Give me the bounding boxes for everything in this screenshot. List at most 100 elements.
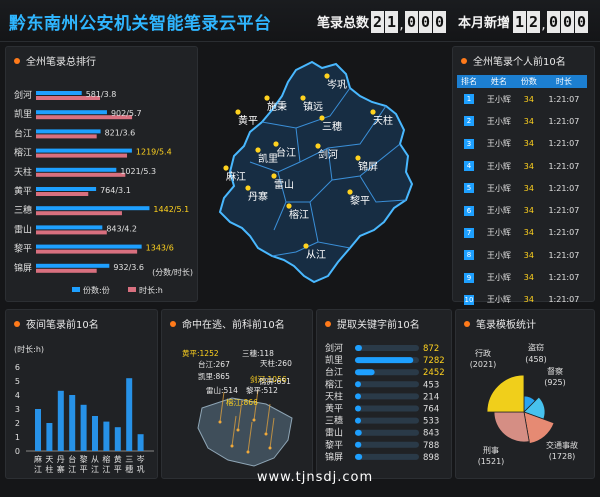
top10-table: 排名 姓名 份数 时长 1 王小辉 34 1:21:07 2 王小辉 34 1:21:07 3 王… — [457, 75, 587, 311]
table-row[interactable]: 9 王小辉 34 1:21:07 — [457, 266, 587, 288]
keyword-bar-fill — [355, 429, 362, 436]
total-records-counter: 2 1 , 0 0 0 — [371, 11, 446, 33]
monthly-new-counter: 1 2 , 0 0 0 — [513, 11, 588, 33]
bar-value-label: 1219/5.4 — [136, 148, 172, 157]
template-name-label: 交通事故 — [546, 440, 578, 450]
time-bar — [36, 268, 97, 273]
table-row[interactable]: 4 王小辉 34 1:21:07 — [457, 155, 587, 177]
table-row[interactable]: 5 王小辉 34 1:21:07 — [457, 177, 587, 199]
hit-label: 黄平:1252 — [182, 348, 219, 358]
night-bar — [114, 427, 121, 451]
keyword-value: 453 — [423, 380, 439, 390]
hit-label: 天柱:260 — [260, 358, 292, 368]
count-bar — [36, 110, 107, 115]
comma-separator: , — [541, 17, 546, 33]
keywords-panel: 提取关键字前10名 剑河 872 凯里 7282 台江 2452 榕江 453 天柱 214 黄平 7… — [316, 309, 452, 479]
panel-title-text: 笔录模板统计 — [476, 320, 536, 331]
name-cell: 王小辉 — [486, 94, 511, 104]
keyword-bar-fill — [355, 345, 362, 351]
keyword-county-label: 凯里 — [325, 354, 343, 366]
count-cell: 34 — [523, 139, 534, 149]
keyword-county-label: 雷山 — [325, 428, 343, 439]
keyword-value: 533 — [423, 417, 439, 427]
x-tick-label: 三 — [125, 455, 133, 464]
hit-label: 台江:267 — [198, 359, 230, 369]
county-map-label: 锦屏 — [358, 160, 378, 173]
time-cell: 1:21:07 — [548, 94, 580, 104]
table-row[interactable]: 10 王小辉 34 1:21:07 — [457, 289, 587, 311]
time-cell: 1:21:07 — [548, 116, 580, 126]
x-tick-label: 江 — [102, 465, 110, 474]
county-name-label: 黄平 — [14, 185, 32, 197]
table-row[interactable]: 8 王小辉 34 1:21:07 — [457, 244, 587, 266]
hit-label: 黎平:512 — [246, 385, 278, 395]
bar-value-label: 932/3.6 — [113, 263, 144, 272]
count-cell: 34 — [523, 94, 534, 104]
bullet-icon — [170, 320, 176, 327]
county-rank-chart: 剑河 581/3.8 凯里 902/5.7 台江 821/3.6 榕江 1219/5.4 天柱 1… — [14, 89, 193, 295]
hit-link-line — [231, 415, 237, 447]
panel-title-text: 全州笔录个人前10名 — [473, 57, 566, 68]
page-title: 黔东南州公安机关智能笔录云平台 — [9, 14, 272, 34]
template-value-label: (1521) — [478, 457, 505, 466]
rank-cell: 4 — [457, 155, 481, 177]
keyword-county-label: 剑河 — [325, 342, 343, 354]
table-row[interactable]: 6 王小辉 34 1:21:07 — [457, 199, 587, 221]
x-tick-label: 江 — [34, 465, 42, 474]
hit-label: 三穗:118 — [242, 348, 274, 358]
county-map-label: 凯里 — [258, 152, 278, 165]
table-row[interactable]: 7 王小辉 34 1:21:07 — [457, 222, 587, 244]
keyword-value: 898 — [423, 453, 439, 463]
y-tick-label: 2 — [15, 419, 20, 428]
y-tick-label: 0 — [15, 447, 20, 456]
time-cell: 1:21:07 — [548, 228, 580, 238]
count-bar — [36, 167, 117, 172]
table-row[interactable]: 3 王小辉 34 1:21:07 — [457, 133, 587, 155]
panel-title-text: 命中在逃、前科前10名 — [182, 320, 285, 331]
table-row[interactable]: 2 王小辉 34 1:21:07 — [457, 110, 587, 132]
bar-value-label: 581/3.8 — [86, 90, 117, 99]
rank-cell: 9 — [457, 266, 481, 288]
comma-separator: , — [399, 17, 404, 33]
rank-cell: 1 — [457, 88, 481, 110]
county-map-label: 岑巩 — [327, 79, 347, 91]
bar-value-label: 1343/6 — [146, 244, 174, 253]
hits-map-shape — [197, 397, 293, 467]
y-axis-label: (时长:h) — [14, 344, 44, 354]
keyword-county-label: 榕江 — [325, 378, 343, 390]
keyword-value: 764 — [423, 405, 439, 415]
time-cell: 1:21:07 — [548, 273, 580, 283]
keyword-bar-track — [355, 429, 419, 436]
hit-point — [264, 432, 268, 436]
count-bar — [36, 91, 82, 95]
rose-sector — [493, 411, 530, 443]
bar-value-label: 764/3.1 — [100, 186, 131, 195]
night-bar — [46, 423, 53, 451]
county-marker-icon — [255, 147, 261, 153]
total-digit: 1 — [385, 11, 398, 33]
table-row[interactable]: 1 王小辉 34 1:21:07 — [457, 88, 587, 110]
count-bar — [36, 263, 110, 268]
time-bar — [36, 115, 133, 120]
name-cell: 王小辉 — [486, 161, 511, 171]
county-name-label: 黎平 — [14, 243, 32, 255]
county-map-label: 榕江 — [289, 208, 309, 221]
x-tick-label: 平 — [114, 465, 122, 474]
county-map-label: 镇远 — [303, 100, 323, 113]
hit-link-line — [247, 421, 253, 453]
x-tick-label: 穗 — [125, 464, 133, 474]
keyword-bar-track — [355, 393, 419, 400]
night-bar — [137, 434, 144, 451]
x-tick-label: 巩 — [137, 465, 145, 474]
name-cell: 王小辉 — [486, 250, 511, 260]
hit-point — [236, 428, 240, 432]
time-cell: 1:21:07 — [548, 250, 580, 260]
county-map-label: 雷山 — [274, 179, 294, 191]
time-cell: 1:21:07 — [548, 161, 580, 171]
keyword-county-label: 台江 — [325, 366, 343, 378]
panel-title: 提取关键字前10名 — [325, 316, 420, 331]
total-digit: 2 — [371, 11, 384, 33]
total-records-label: 笔录总数 — [317, 16, 370, 31]
template-value-label: (2021) — [470, 360, 497, 369]
rank-cell: 8 — [457, 244, 481, 266]
